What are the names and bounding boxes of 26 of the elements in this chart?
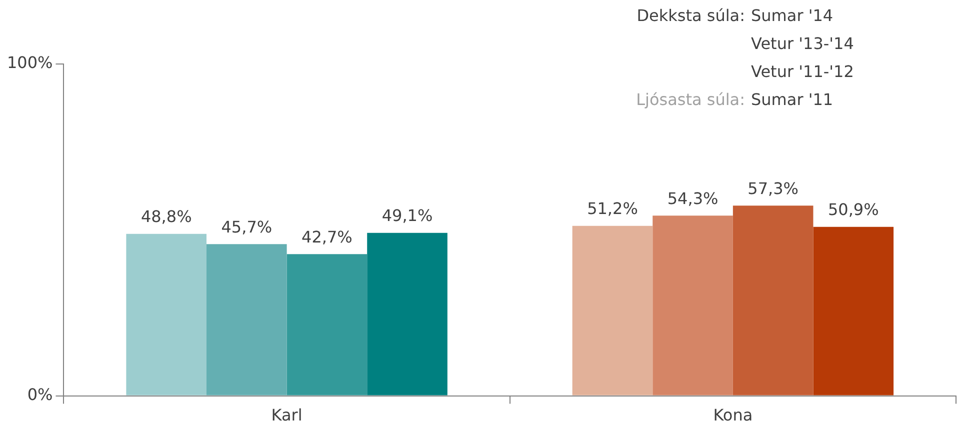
data-label: 51,2% [587,199,638,218]
text: Dekksta súla: [636,6,745,25]
bar [732,206,814,396]
data-label: 42,7% [302,227,352,246]
x-tick-label: Kona [713,406,753,425]
data-label: 48,8% [140,207,192,226]
x-tick-label: Karl [271,406,302,425]
bar [286,254,368,396]
bar [813,226,894,396]
data-label: 54,3% [667,188,718,208]
bar [652,216,733,396]
bar [126,234,207,396]
data-label: 49,1% [382,206,433,226]
data-label: 57,3% [748,178,798,198]
bar [206,244,287,396]
data-label: 50,9% [828,200,879,220]
annotation: Sumar '11 [751,90,834,109]
bar [367,232,448,396]
text: Vetur '13-'14 [751,34,855,53]
data-label: 45,7% [221,217,272,236]
y-tick-label: 100% [6,53,53,72]
y-tick-label: 0% [27,384,53,404]
bar [572,226,653,396]
annotation: Ljósasta súla: [635,90,745,109]
annotation: Vetur '11-'12 [751,62,855,81]
text: Sumar '14 [751,6,834,25]
